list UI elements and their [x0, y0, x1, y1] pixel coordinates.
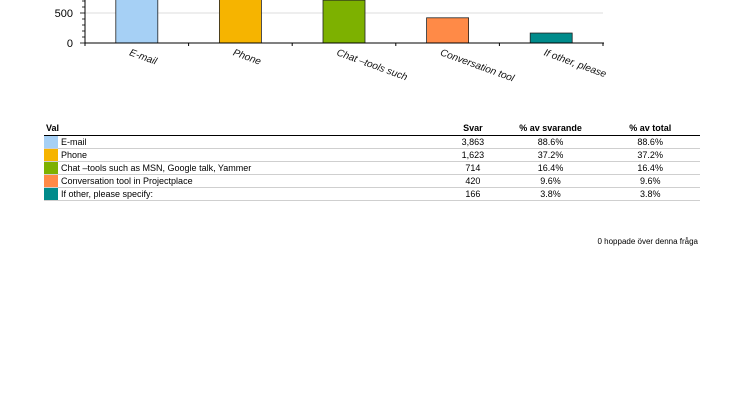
row-pct-total: 16.4%	[600, 161, 700, 175]
row-label-cell: E-mail	[44, 135, 445, 149]
chart-axes	[80, 0, 604, 46]
row-pct-respondents: 3.8%	[500, 187, 601, 201]
x-tick-label: Chat –tools such	[335, 47, 409, 83]
row-label-cell: Conversation tool in Projectplace	[44, 174, 445, 188]
row-pct-respondents: 88.6%	[500, 135, 601, 149]
row-pct-respondents: 37.2%	[500, 148, 601, 162]
results-table: Val Svar % av svarande % av total E-mail…	[44, 120, 700, 201]
bar	[322, 0, 366, 44]
row-label: Phone	[61, 150, 88, 160]
bar	[115, 0, 159, 44]
table-header-row: Val Svar % av svarande % av total	[44, 120, 700, 136]
table-row: If other, please specify: 166 3.8% 3.8%	[44, 187, 700, 201]
header-pct-total: % av total	[600, 120, 700, 136]
row-label: Conversation tool in Projectplace	[61, 176, 193, 186]
bar	[426, 17, 470, 44]
color-swatch	[44, 136, 58, 148]
x-tick-label: E-mail	[128, 47, 159, 67]
row-pct-respondents: 16.4%	[500, 161, 601, 175]
y-tick-label: 0	[67, 38, 73, 50]
row-svar: 714	[444, 161, 501, 175]
bar	[529, 32, 573, 44]
row-label-cell: Phone	[44, 148, 445, 162]
row-pct-total: 88.6%	[600, 135, 700, 149]
x-tick-label: Phone	[231, 47, 262, 67]
row-pct-total: 37.2%	[600, 148, 700, 162]
bar-chart: 0 500 E-mail Phone Chat –tools such Conversa…	[55, 0, 608, 85]
row-label: Chat –tools such as MSN, Google talk, Ya…	[61, 163, 252, 173]
color-swatch	[44, 188, 58, 200]
bar	[218, 0, 262, 44]
chart-y-ticks: 0 500	[55, 8, 73, 50]
row-pct-total: 3.8%	[600, 187, 700, 201]
table-row: Phone 1,623 37.2% 37.2%	[44, 148, 700, 162]
chart-bars	[115, 0, 573, 44]
header-pct-respondents: % av svarande	[500, 120, 601, 136]
row-svar: 1,623	[444, 148, 501, 162]
color-swatch	[44, 162, 58, 174]
header-svar: Svar	[444, 120, 501, 136]
row-pct-respondents: 9.6%	[500, 174, 601, 188]
table-row: Conversation tool in Projectplace 420 9.…	[44, 174, 700, 188]
row-pct-total: 9.6%	[600, 174, 700, 188]
row-svar: 3,863	[444, 135, 501, 149]
x-tick-label: If other, please	[542, 47, 608, 80]
color-swatch	[44, 175, 58, 187]
row-svar: 420	[444, 174, 501, 188]
row-svar: 166	[444, 187, 501, 201]
y-tick-label: 500	[55, 8, 73, 20]
table-row: Chat –tools such as MSN, Google talk, Ya…	[44, 161, 700, 175]
row-label-cell: If other, please specify:	[44, 187, 445, 201]
table-row: E-mail 3,863 88.6% 88.6%	[44, 135, 700, 149]
header-val: Val	[44, 120, 445, 136]
row-label-cell: Chat –tools such as MSN, Google talk, Ya…	[44, 161, 445, 175]
chart-x-labels: E-mail Phone Chat –tools such Conversation …	[128, 47, 608, 84]
row-label: E-mail	[61, 137, 87, 147]
row-label: If other, please specify:	[61, 189, 154, 199]
x-tick-label: Conversation tool	[439, 47, 517, 84]
skipped-count: 0 hoppade över denna fråga	[597, 237, 698, 246]
color-swatch	[44, 149, 58, 161]
